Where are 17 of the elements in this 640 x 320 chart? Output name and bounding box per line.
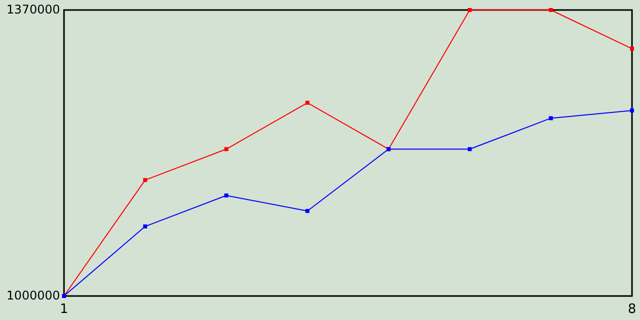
point [224,194,228,198]
point [630,46,634,51]
point [630,108,634,112]
point [468,8,472,12]
point [224,147,228,152]
line-series [64,8,634,296]
point [548,116,553,120]
y-tick-label: 1000000 [6,288,60,302]
y-tick-label: 1370000 [6,2,60,16]
point [305,208,310,213]
point [305,100,310,105]
point [548,8,553,12]
x-tick-label: 8 [628,302,636,317]
point [143,178,148,182]
point [468,147,472,152]
x-tick-label: 1 [60,302,68,317]
point [143,224,148,228]
